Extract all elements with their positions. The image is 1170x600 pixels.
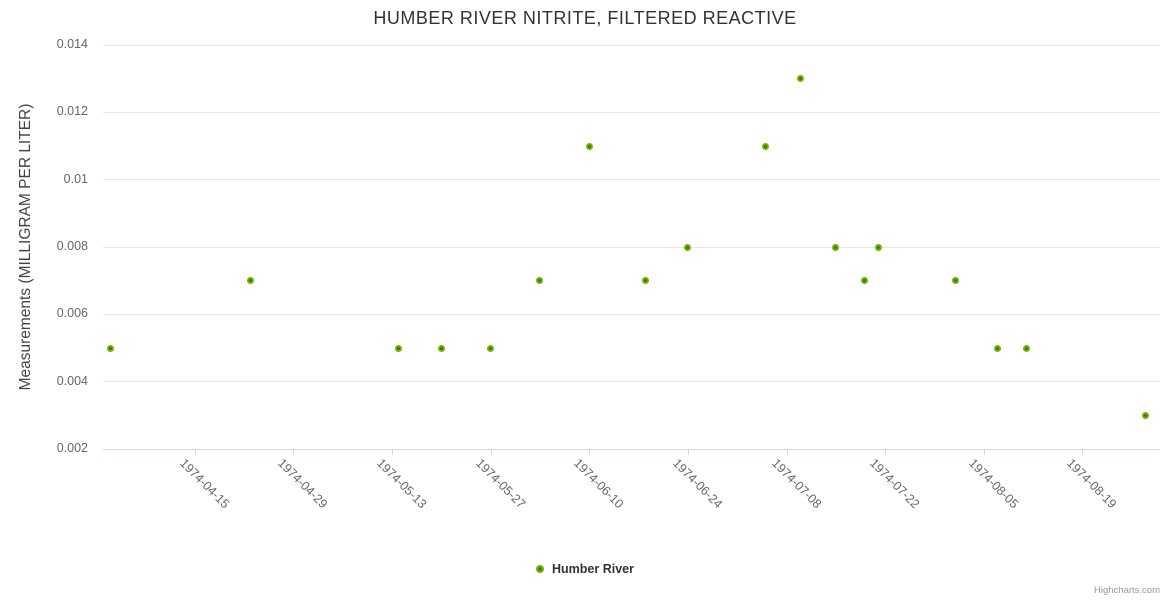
x-axis-tick-label: 1974-07-22 [867,456,923,512]
data-point[interactable] [1142,411,1150,419]
x-axis-tick [1082,449,1084,455]
x-axis-tick-label: 1974-05-13 [374,456,430,512]
y-gridline [103,381,1160,383]
chart-title: HUMBER RIVER NITRITE, FILTERED REACTIVE [373,8,797,28]
series-marker-icon [536,565,544,573]
data-point[interactable] [585,142,593,150]
data-point[interactable] [761,142,769,150]
y-gridline [103,111,1160,113]
data-point[interactable] [874,243,882,251]
x-axis-tick [293,449,295,455]
x-axis-tick [687,449,689,455]
x-axis-tick [589,449,591,455]
legend-item-humber-river[interactable]: Humber River [0,562,1170,576]
y-axis-tick-label: 0.004 [56,373,88,388]
data-point[interactable] [684,243,692,251]
y-gridline [103,313,1160,315]
x-axis-tick [786,449,788,455]
x-axis-tick [490,449,492,455]
x-axis-tick-label: 1974-07-08 [768,456,824,512]
y-axis-tick-label: 0.006 [56,306,88,321]
data-point[interactable] [860,277,868,285]
data-point[interactable] [832,243,840,251]
x-axis-tick-label: 1974-04-15 [176,456,232,512]
data-point[interactable] [395,344,403,352]
x-axis-tick-label: 1974-04-29 [275,456,331,512]
x-axis-tick-label: 1974-06-10 [571,456,627,512]
y-axis-tick-label: 0.008 [56,239,88,253]
x-axis-tick [885,449,887,455]
y-axis-tick-label: 0.012 [56,104,88,119]
highcharts-credits-link[interactable]: Highcharts.com [1094,585,1160,596]
x-axis-tick-label: 1974-08-05 [965,456,1022,512]
x-axis-tick-label: 1974-08-19 [1064,456,1120,512]
y-gridline [103,44,1160,46]
x-axis-tick-label: 1974-05-27 [472,456,528,512]
y-axis-tick-label: 0.014 [56,37,88,51]
data-point[interactable] [797,75,805,83]
y-axis-tick-label: 0.002 [56,441,88,455]
x-axis-tick [983,449,985,455]
data-point[interactable] [437,344,445,352]
data-point[interactable] [106,344,114,352]
legend-item-label: Humber River [552,562,634,576]
x-axis-tick-label: 1974-06-24 [669,456,726,512]
x-axis-tick [194,449,196,455]
data-point[interactable] [952,277,960,285]
y-gridline [103,246,1160,248]
x-axis-tick [391,449,393,455]
data-point[interactable] [536,277,544,285]
y-axis-tick-label: 0.01 [63,171,88,186]
data-point[interactable] [1022,344,1030,352]
x-axis-line [103,449,1160,450]
data-point[interactable] [487,344,495,352]
data-point[interactable] [642,277,650,285]
y-gridline [103,179,1160,181]
data-point[interactable] [994,344,1002,352]
data-point[interactable] [247,277,255,285]
